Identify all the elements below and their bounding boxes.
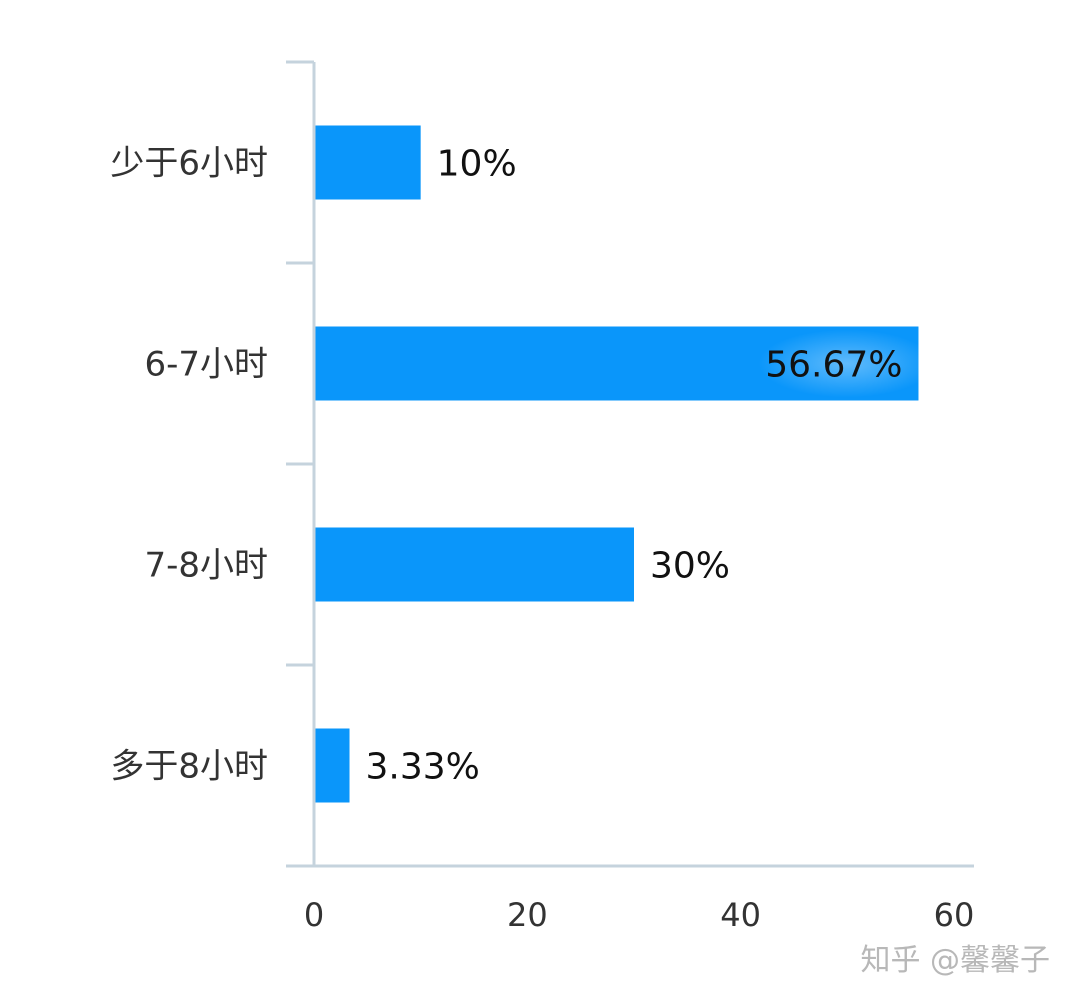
bar [315,527,634,602]
category-label: 6-7小时 [144,345,268,385]
x-tick-label: 0 [304,896,324,934]
x-tick-label: 20 [507,896,548,934]
bar [315,125,421,200]
category-label: 7-8小时 [144,546,268,586]
bars-group [315,125,919,803]
category-label: 少于6小时 [110,144,268,184]
bar [315,728,350,803]
axes-group [286,60,974,868]
value-label: 3.33% [366,747,480,788]
value-label: 30% [650,546,730,587]
value-label-glow [758,329,935,398]
category-label: 多于8小时 [110,747,268,787]
value-label: 10% [437,144,517,185]
x-tick-label: 60 [934,896,975,934]
labels-group: 0 20 40 60 少于6小时 10% 6-7小时 56.67% 7-8小时 30% 多于8小时 3… [110,144,974,935]
value-label: 56.67% [765,345,902,386]
x-tick-label: 40 [720,896,761,934]
watermark-text: 知乎 @馨馨子 [860,943,1050,978]
